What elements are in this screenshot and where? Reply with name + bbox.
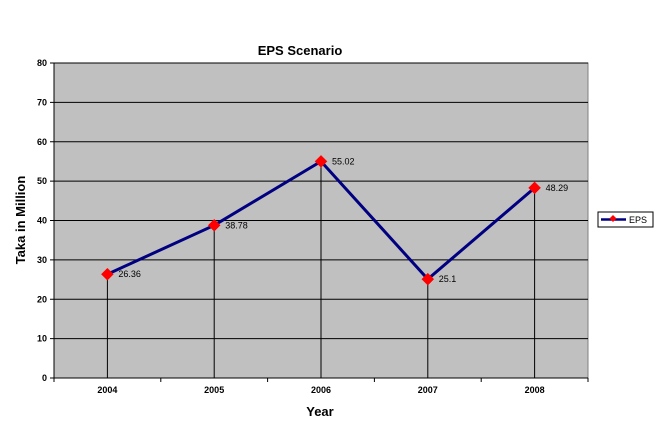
y-tick-label: 0 <box>42 373 47 383</box>
y-tick-label: 40 <box>37 216 47 226</box>
y-tick-label: 50 <box>37 176 47 186</box>
data-point-marker <box>207 218 221 232</box>
y-tick-label: 80 <box>37 58 47 68</box>
x-tick-label: 2004 <box>97 385 117 395</box>
legend: EPS <box>597 211 654 228</box>
y-tick-label: 10 <box>37 334 47 344</box>
x-tick-label: 2008 <box>525 385 545 395</box>
y-axis-title: Taka in Million <box>13 176 28 265</box>
x-tick-label: 2007 <box>418 385 438 395</box>
x-tick-label: 2006 <box>311 385 331 395</box>
data-label: 38.78 <box>225 220 248 230</box>
y-tick-label: 60 <box>37 137 47 147</box>
data-label: 55.02 <box>332 156 355 166</box>
data-point-marker <box>421 272 435 286</box>
data-label: 48.29 <box>546 183 569 193</box>
legend-marker-swatch <box>609 214 617 223</box>
y-tick-label: 20 <box>37 294 47 304</box>
legend-label: EPS <box>629 215 647 225</box>
chart-title: EPS Scenario <box>258 43 343 58</box>
data-point-marker <box>314 155 328 168</box>
y-tick-label: 30 <box>37 255 47 265</box>
data-point-marker <box>528 181 541 195</box>
data-label: 26.36 <box>118 269 141 279</box>
x-axis-title: Year <box>306 404 333 419</box>
plot-area: 0 10 20 30 40 50 60 70 80 2004 2005 2006 2007 2008 26.… <box>37 58 589 395</box>
x-tick-label: 2005 <box>204 385 224 395</box>
data-label: 25.1 <box>439 274 457 284</box>
y-tick-label: 70 <box>37 97 47 107</box>
data-point-marker <box>101 267 114 281</box>
